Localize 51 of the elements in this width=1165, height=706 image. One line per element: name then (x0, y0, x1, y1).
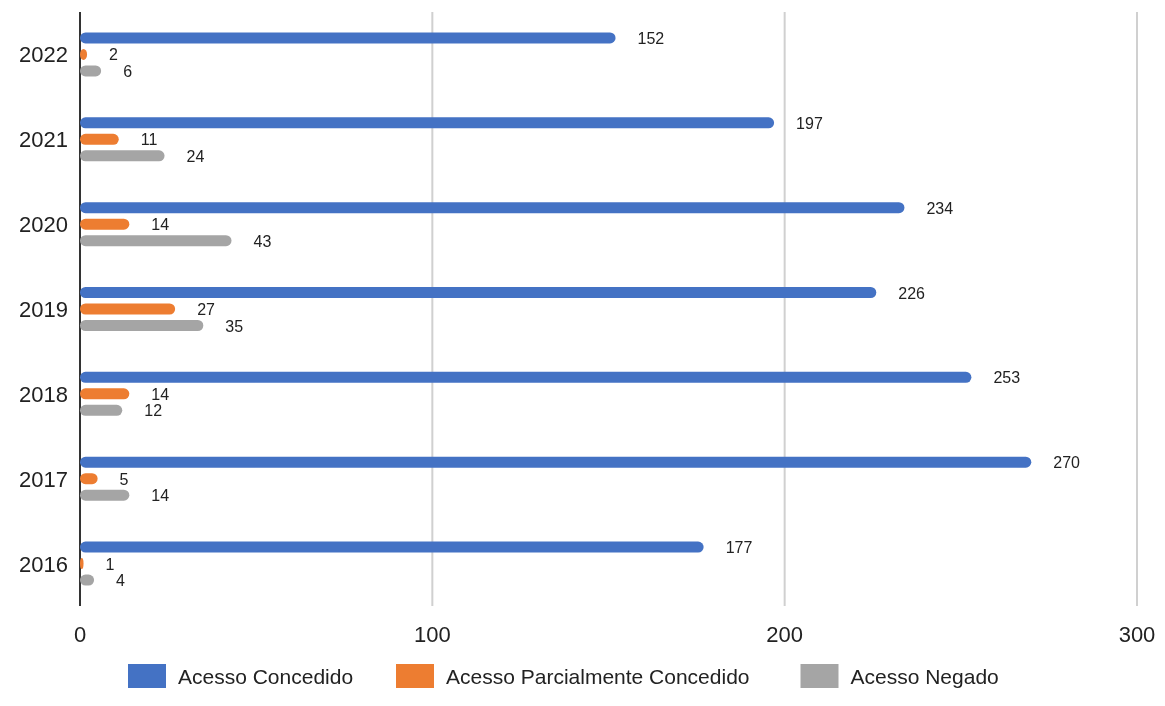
data-label: 14 (151, 385, 170, 403)
data-label: 177 (725, 539, 753, 557)
data-label: 14 (151, 487, 170, 505)
y-tick-label: 2020 (19, 212, 68, 238)
y-tick-label: 2018 (19, 381, 68, 407)
data-label: 14 (151, 216, 170, 234)
bar (80, 150, 165, 162)
data-label: 24 (186, 147, 205, 165)
bar (80, 117, 775, 129)
data-label: 152 (637, 29, 665, 47)
bar (80, 371, 972, 383)
bar (80, 287, 877, 298)
bar (80, 541, 704, 553)
y-tick-label: 2016 (19, 551, 68, 577)
x-tick-label: 300 (1118, 622, 1156, 647)
legend-label: Acesso Parcialmente Concedido (446, 665, 750, 688)
data-label: 270 (1053, 454, 1081, 472)
bar (80, 32, 616, 44)
x-tick-label: 200 (766, 622, 804, 647)
bar (80, 388, 130, 400)
data-label: 253 (993, 369, 1021, 387)
data-label: 35 (225, 317, 244, 335)
bar (80, 133, 119, 145)
data-label: 43 (253, 232, 272, 250)
bar (80, 218, 130, 230)
data-label: 5 (119, 470, 129, 488)
data-label: 197 (796, 114, 823, 132)
bar (80, 320, 204, 331)
bar (80, 303, 176, 315)
data-label: 2 (109, 46, 119, 64)
bar (80, 489, 130, 501)
bar (80, 404, 123, 416)
y-tick-label: 2021 (19, 127, 68, 153)
y-tick-label: 2022 (19, 42, 68, 68)
data-label: 226 (898, 284, 926, 302)
bar (80, 202, 905, 214)
data-label: 234 (926, 199, 954, 217)
data-label: 11 (140, 131, 158, 149)
data-label: 27 (197, 301, 216, 318)
bar (80, 235, 232, 247)
x-tick-label: 100 (413, 622, 451, 647)
data-label: 12 (144, 402, 163, 420)
data-label: 4 (116, 572, 126, 590)
y-tick-label: 2019 (19, 297, 68, 322)
legend-label: Acesso Concedido (178, 665, 354, 688)
y-tick-label: 2017 (19, 466, 68, 492)
data-label: 1 (105, 555, 115, 573)
legend-label: Acesso Negado (850, 665, 999, 688)
x-tick-label: 0 (73, 622, 87, 647)
data-label: 6 (123, 62, 133, 80)
bar (80, 456, 1032, 468)
